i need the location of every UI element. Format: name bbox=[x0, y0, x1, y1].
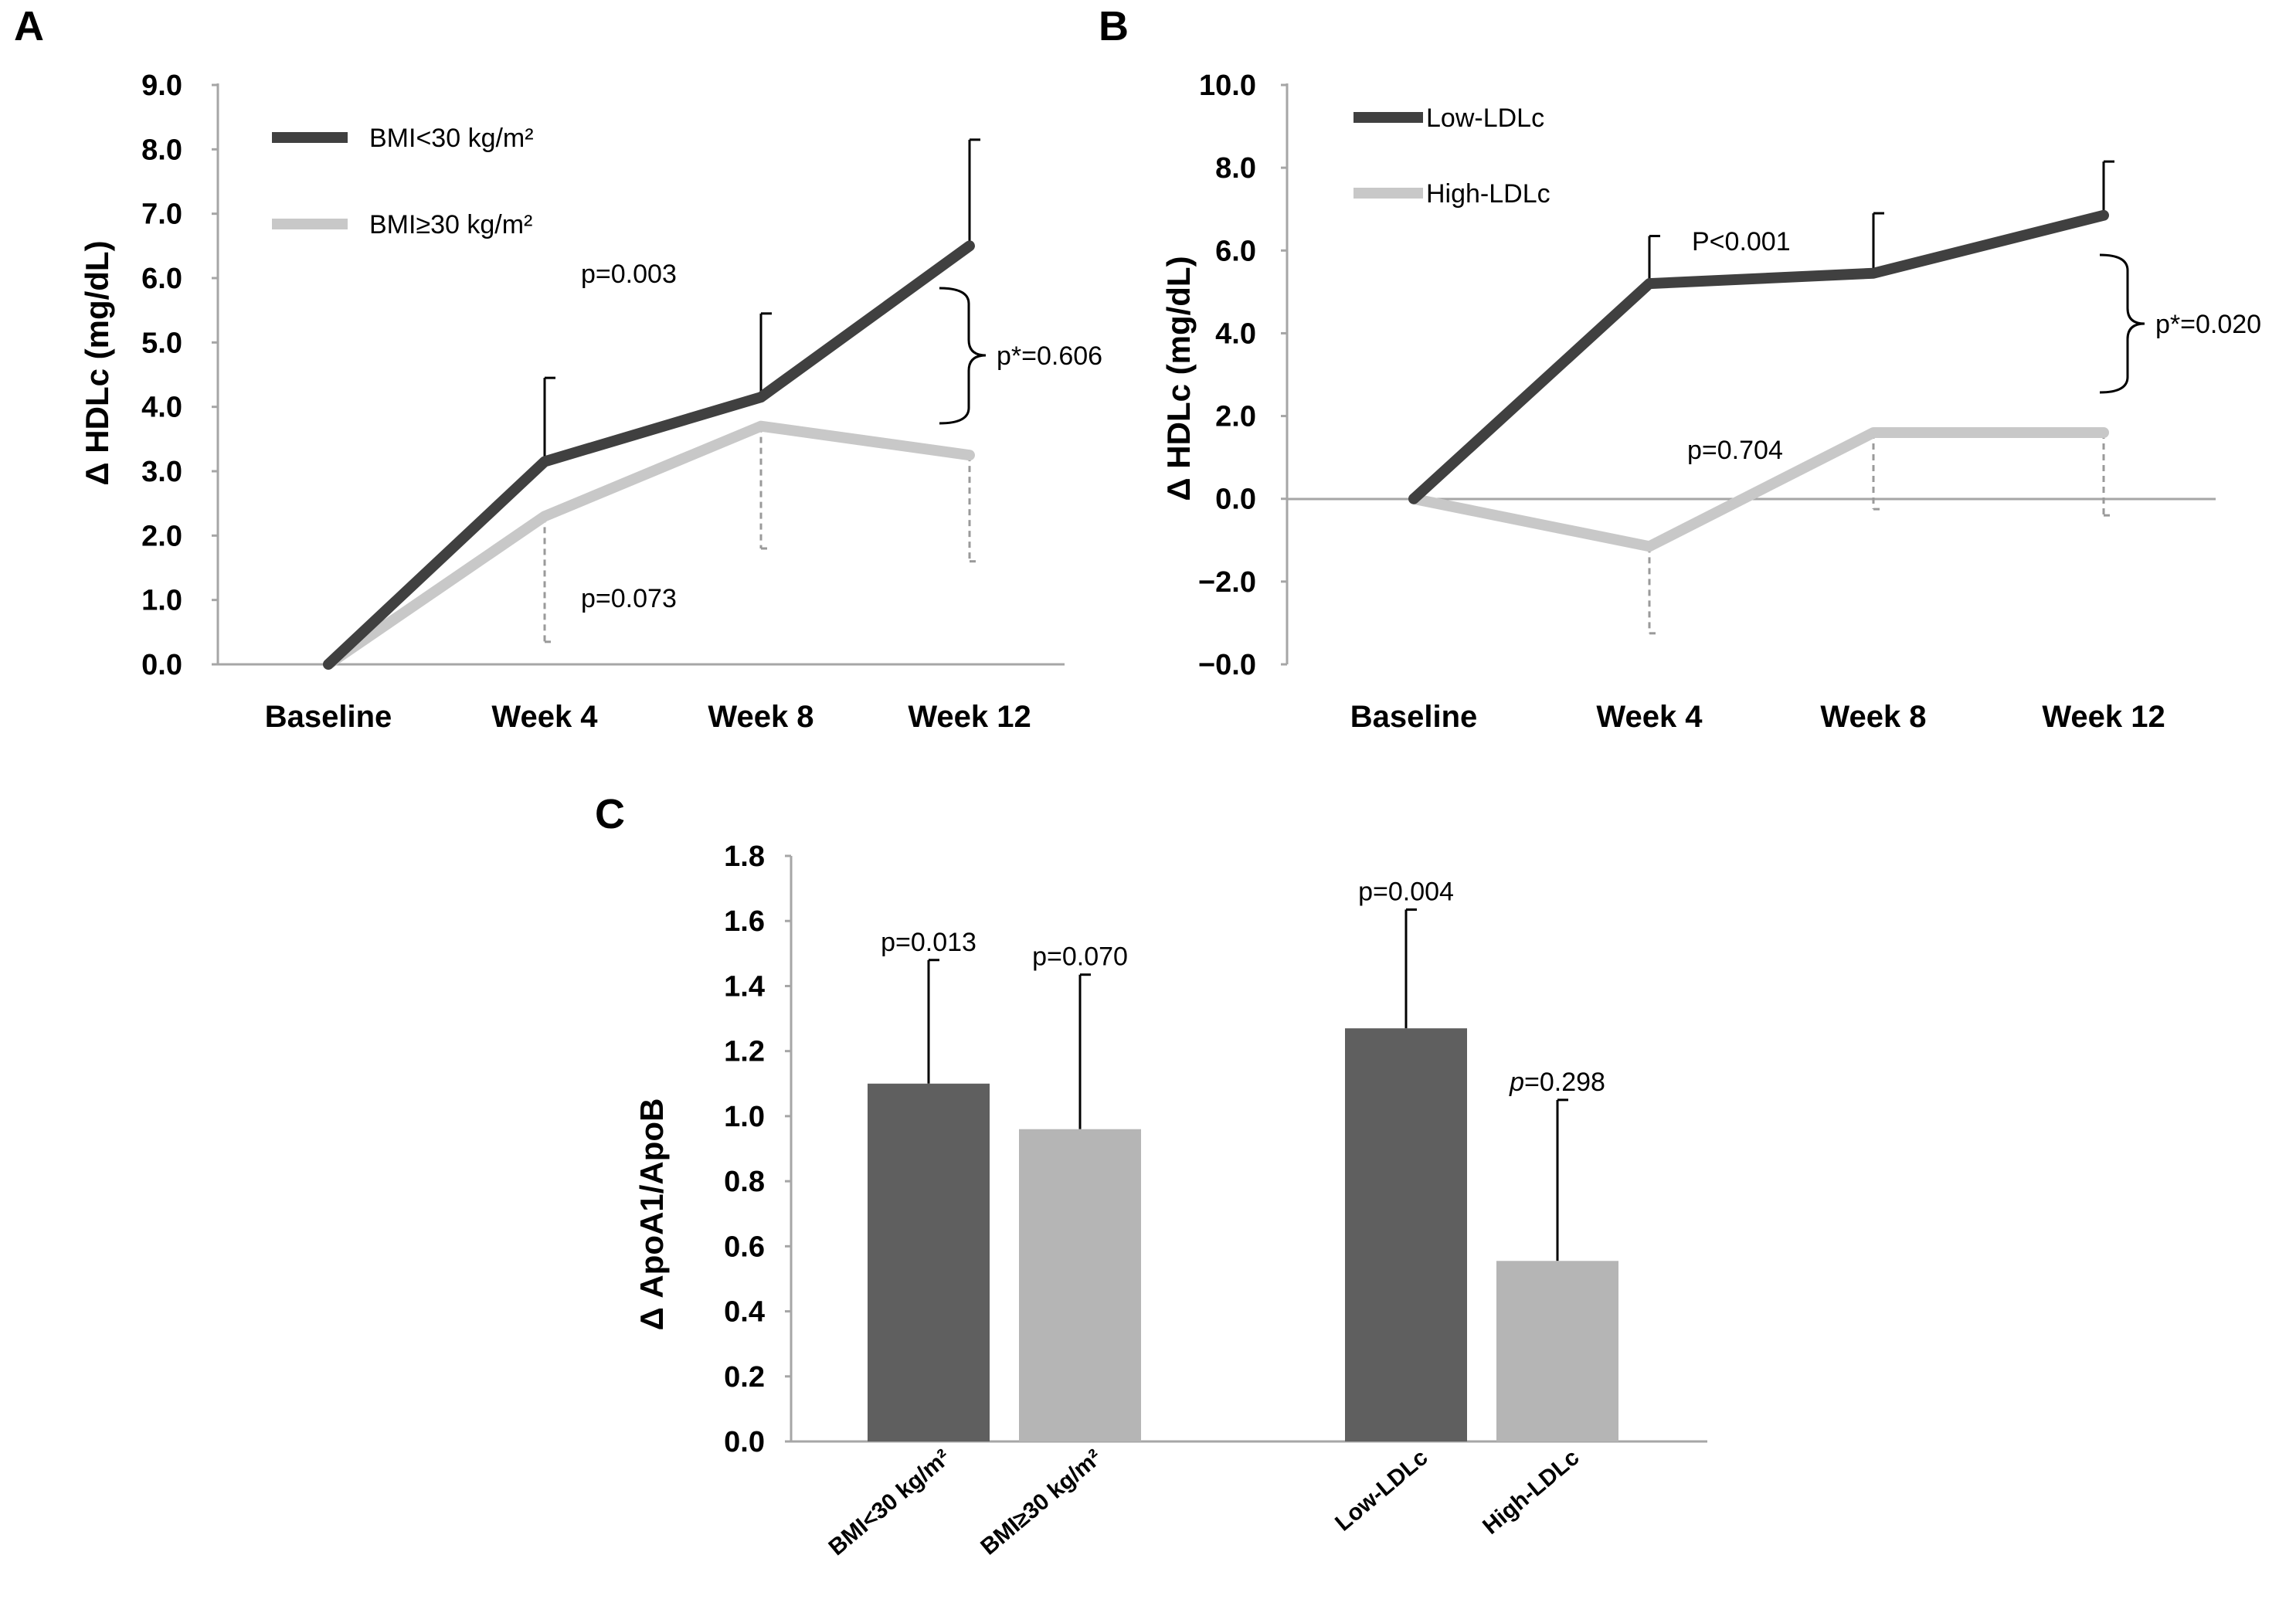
panel-c-y-tick-label: 0.8 bbox=[724, 1166, 765, 1198]
panel-c-y-tick-label: 1.6 bbox=[724, 905, 765, 938]
panel-b-p-top: P<0.001 bbox=[1692, 227, 1791, 256]
panel-b-series-line bbox=[1408, 427, 2109, 552]
panel-c-x-category-label: High-LDLc bbox=[1478, 1445, 1584, 1540]
panel-b-x-category-label: Week 4 bbox=[1596, 700, 1703, 734]
panel-c-y-tick-label: 0.0 bbox=[724, 1426, 765, 1458]
panel-a-y-tick-label: 9.0 bbox=[141, 70, 182, 102]
panel-c-y-tick-label: 1.2 bbox=[724, 1036, 765, 1068]
panel-a-p-star: p*=0.606 bbox=[997, 341, 1102, 371]
panel-a-p-bottom: p=0.073 bbox=[581, 584, 677, 613]
panel-b-y-tick-label: 0.0 bbox=[1215, 484, 1256, 516]
panel-b-series-line bbox=[1408, 209, 2109, 504]
panel-b-p-star: p*=0.020 bbox=[2155, 310, 2261, 339]
panel-a-y-tick-label: 7.0 bbox=[141, 199, 182, 231]
panel-a-x-category-label: Week 8 bbox=[708, 700, 813, 734]
panel-a-x-category-label: Week 12 bbox=[908, 700, 1031, 734]
panel-c-p-label: p=0.013 bbox=[881, 928, 976, 957]
panel-c-y-tick-label: 0.4 bbox=[724, 1296, 765, 1329]
panel-c-y-tick-label: 1.4 bbox=[724, 970, 765, 1003]
panel-b-legend-label-2: High-LDLc bbox=[1426, 179, 1550, 209]
panel-c-x-category-label: BMI<30 kg/m² bbox=[824, 1445, 955, 1560]
panel-a-y-tick-label: 0.0 bbox=[141, 649, 182, 681]
panel-b-x-category-label: Week 8 bbox=[1820, 700, 1926, 734]
panel-b-y-axis-label: Δ HDLc (mg/dL) bbox=[1160, 256, 1197, 501]
panel-b-y-tick-label: 6.0 bbox=[1215, 235, 1256, 267]
panel-c-y-tick-label: 1.8 bbox=[724, 840, 765, 873]
panel-a-y-tick-label: 5.0 bbox=[141, 327, 182, 359]
panel-c-x-category-label: BMI≥30 kg/m² bbox=[976, 1445, 1106, 1560]
panel-a-series-line bbox=[323, 240, 975, 670]
panel-b-brace bbox=[2099, 253, 2145, 394]
panel-b-p-bottom: p=0.704 bbox=[1687, 436, 1783, 465]
panel-b-y-tick-label: 2.0 bbox=[1215, 401, 1256, 433]
panel-c-bar bbox=[1496, 1261, 1618, 1441]
panel-a-letter: A bbox=[14, 3, 44, 49]
panel-a-y-tick-label: 8.0 bbox=[141, 134, 182, 166]
panel-b-legend-label-1: Low-LDLc bbox=[1426, 104, 1544, 133]
panel-a-brace bbox=[939, 287, 987, 425]
panel-c-bar bbox=[1345, 1028, 1467, 1441]
panel-a-series-line bbox=[323, 420, 975, 670]
panel-a-legend-label-2: BMI≥30 kg/m² bbox=[369, 210, 532, 239]
panel-b-y-tick-label: −0.0 bbox=[1198, 649, 1256, 681]
panel-c-y-axis-label: Δ ApoA1/ApoB bbox=[633, 1098, 670, 1331]
panel-a-y-tick-label: 2.0 bbox=[141, 520, 182, 552]
panel-b-y-tick-label: 10.0 bbox=[1199, 70, 1256, 102]
panel-a-y-tick-label: 1.0 bbox=[141, 585, 182, 617]
panel-c-p-label: p=0.070 bbox=[1032, 942, 1128, 972]
panel-c-p-label: p=0.298 bbox=[1509, 1068, 1605, 1097]
panel-b-y-tick-label: −2.0 bbox=[1198, 566, 1256, 599]
panel-a-legend-label-1: BMI<30 kg/m² bbox=[369, 124, 534, 153]
panel-b-letter: B bbox=[1099, 3, 1129, 49]
panel-b-y-tick-label: 8.0 bbox=[1215, 152, 1256, 185]
panel-c-letter: C bbox=[595, 791, 625, 837]
panel-a: A Δ HDLc (mg/dL) 0.0 1.0 2.0 3.0 4.0 5.0 6.0 7.… bbox=[14, 3, 1102, 734]
panel-b-x-category-label: Baseline bbox=[1350, 700, 1478, 734]
panel-a-y-tick-label: 6.0 bbox=[141, 263, 182, 295]
panel-a-y-tick-label: 4.0 bbox=[141, 392, 182, 424]
panel-b: B Δ HDLc (mg/dL) −0.0 −2.0 0.0 2.0 4.0 6.0 8.0… bbox=[1099, 3, 2261, 734]
panel-a-x-category-label: Week 4 bbox=[491, 700, 598, 734]
panel-a-y-tick-label: 3.0 bbox=[141, 456, 182, 488]
panel-c-x-category-label: Low-LDLc bbox=[1330, 1445, 1432, 1536]
panel-b-y-tick-label: 4.0 bbox=[1215, 317, 1256, 350]
panel-c-bar bbox=[1019, 1129, 1141, 1441]
panel-c-p-label: p=0.004 bbox=[1358, 877, 1454, 906]
panel-c-y-tick-label: 0.2 bbox=[724, 1361, 765, 1394]
panel-a-y-axis-label: Δ HDLc (mg/dL) bbox=[79, 240, 115, 485]
panel-c-y-tick-label: 1.0 bbox=[724, 1101, 765, 1133]
panel-c-y-tick-label: 0.6 bbox=[724, 1231, 765, 1263]
panel-a-p-top: p=0.003 bbox=[581, 260, 677, 289]
panel-c: C Δ ApoA1/ApoB 0.0 0.2 0.4 0.6 0.8 1.0 1.2 1.4 1… bbox=[595, 791, 1707, 1560]
panel-a-x-category-label: Baseline bbox=[265, 700, 392, 734]
panel-b-x-category-label: Week 12 bbox=[2042, 700, 2165, 734]
panel-c-bar bbox=[868, 1083, 990, 1441]
